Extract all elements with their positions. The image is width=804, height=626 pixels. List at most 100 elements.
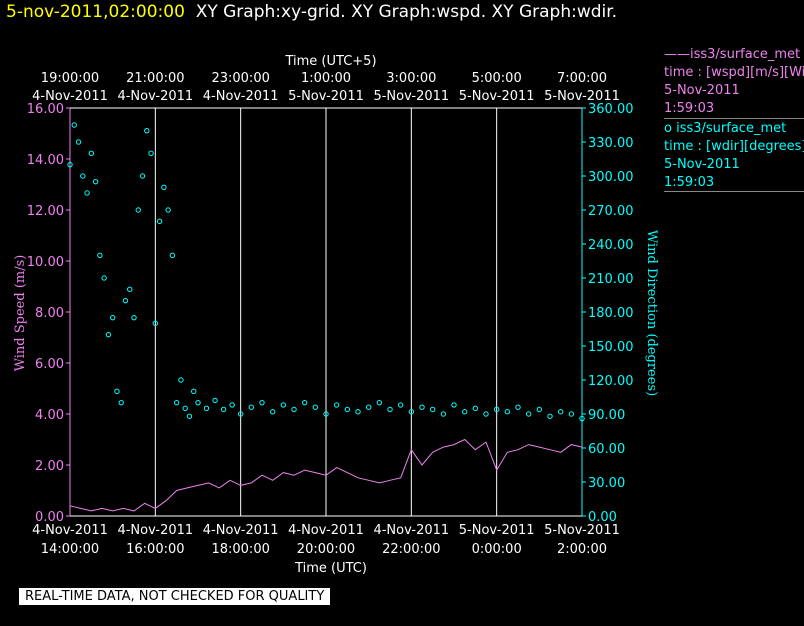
wind-direction-point (80, 173, 86, 179)
top-tick-label-time: 5:00:00 (472, 71, 522, 86)
legend-wspd-time: 1:59:03 (664, 101, 715, 116)
wind-direction-point (178, 377, 184, 383)
wind-direction-point (419, 404, 425, 410)
wind-direction-point (165, 207, 171, 213)
legend-wind-direction: o iss3/surface_met time : [wdir][degrees… (664, 120, 804, 192)
wind-direction-point (387, 406, 393, 413)
x-axis-label-bottom: Time (UTC) (294, 561, 367, 576)
wind-direction-point (148, 150, 154, 157)
legend-wspd-variable: time : [wspd][m/s][Wind (664, 65, 804, 80)
wind-direction-point (397, 402, 404, 408)
right-tick-label: 0.00 (588, 510, 617, 525)
top-tick-label-time: 1:00:00 (301, 71, 351, 86)
wind-direction-point (323, 411, 329, 417)
wind-direction-point (97, 252, 103, 259)
title-graph-names: XY Graph:xy-grid. XY Graph:wspd. XY Grap… (195, 2, 618, 22)
x-axis-label-top: Time (UTC+5) (284, 54, 376, 69)
wind-direction-point (169, 252, 176, 259)
legend-divider (664, 191, 804, 192)
right-tick-label: 180.00 (588, 306, 634, 321)
right-tick-label: 330.00 (588, 136, 634, 151)
x-tick-label-date: 4-Nov-2011 (117, 523, 193, 538)
wind-direction-point (182, 405, 188, 412)
right-tick-label: 240.00 (588, 238, 634, 253)
x-tick-label-time: 2:00:00 (557, 542, 607, 557)
wind-direction-point (536, 406, 543, 413)
wind-direction-point (269, 409, 276, 415)
right-tick-label: 360.00 (588, 102, 634, 117)
wind-direction-point (312, 404, 319, 410)
wind-speed-line (69, 438, 583, 512)
wind-direction-point (152, 320, 159, 327)
x-tick-label-time: 22:00:00 (382, 542, 440, 557)
wind-direction-point (483, 411, 489, 417)
right-tick-label: 300.00 (588, 170, 634, 185)
wind-direction-point (212, 397, 218, 404)
top-tick-label-date: 5-Nov-2011 (459, 89, 535, 104)
top-tick-label-date: 4-Nov-2011 (203, 89, 279, 104)
legend-wspd-source: ——iss3/surface_met (664, 47, 801, 62)
left-tick-label: 4.00 (35, 408, 64, 423)
wind-direction-point (376, 399, 383, 406)
wind-direction-point (161, 184, 167, 191)
x-tick-label-date: 4-Nov-2011 (203, 523, 279, 538)
wind-direction-point (568, 411, 575, 417)
wind-direction-point (131, 314, 137, 321)
wind-direction-point (515, 404, 521, 410)
x-tick-label-time: 0:00:00 (472, 542, 522, 557)
right-tick-label: 60.00 (588, 442, 625, 457)
legend-wind-speed: ——iss3/surface_met time : [wspd][m/s][Wi… (664, 46, 804, 118)
top-tick-label-time: 19:00:00 (41, 71, 99, 86)
wind-direction-point (440, 411, 447, 417)
top-tick-label-date: 4-Nov-2011 (117, 89, 193, 104)
wind-direction-point (118, 399, 124, 406)
graph-title-bar: 5-nov-2011,02:00:00 XY Graph:xy-grid. XY… (6, 2, 617, 22)
wind-direction-point (127, 286, 133, 293)
wind-direction-point (429, 406, 436, 413)
wind-direction-point (109, 314, 116, 321)
wind-direction-point (105, 331, 112, 338)
x-tick-label-time: 18:00:00 (211, 542, 269, 557)
y-axis-label-left: Wind Speed (m/s) (13, 255, 28, 372)
top-tick-label-date: 5-Nov-2011 (373, 89, 449, 104)
top-tick-label-date: 4-Nov-2011 (32, 89, 108, 104)
wind-direction-point (525, 411, 532, 417)
top-tick-label-date: 5-Nov-2011 (544, 89, 620, 104)
legend-wdir-variable: time : [wdir][degrees][W (664, 139, 804, 154)
wind-direction-point (114, 388, 120, 395)
wind-direction-point (557, 409, 564, 415)
chart-ticks: 4-Nov-2011 14:00:00 4-Nov-2011 16:00:00 4-No… (27, 71, 634, 557)
right-tick-label: 30.00 (588, 476, 625, 491)
top-tick-label-time: 21:00:00 (126, 71, 184, 86)
right-tick-label: 150.00 (588, 340, 634, 355)
wind-direction-point (579, 415, 585, 422)
wind-direction-point (504, 409, 511, 415)
x-tick-label-date: 4-Nov-2011 (32, 523, 108, 538)
wind-direction-point (220, 406, 227, 413)
legend-divider (664, 118, 804, 119)
left-tick-label: 8.00 (35, 306, 64, 321)
wind-direction-point (301, 399, 308, 406)
right-tick-label: 90.00 (588, 408, 625, 423)
legend-wdir-date: 5-Nov-2011 (664, 157, 740, 172)
x-tick-label-date: 4-Nov-2011 (288, 523, 364, 538)
top-tick-label-time: 7:00:00 (557, 71, 607, 86)
legend-wdir-source: o iss3/surface_met (664, 121, 787, 136)
wind-direction-point (461, 409, 468, 415)
wind-direction-point (280, 402, 287, 408)
top-tick-label-time: 23:00:00 (211, 71, 269, 86)
quality-disclaimer: REAL-TIME DATA, NOT CHECKED FOR QUALITY (19, 588, 331, 605)
wind-direction-point (493, 406, 500, 413)
left-tick-label: 10.00 (27, 255, 64, 270)
right-tick-label: 270.00 (588, 204, 634, 219)
wind-direction-point (333, 402, 340, 408)
wind-direction-point (195, 399, 201, 406)
x-tick-label-time: 16:00:00 (126, 542, 184, 557)
x-tick-label-date: 5-Nov-2011 (544, 523, 620, 538)
left-tick-label: 2.00 (35, 459, 64, 474)
wind-direction-point (88, 150, 95, 157)
wind-direction-point (472, 405, 479, 412)
left-tick-label: 6.00 (35, 357, 64, 372)
wind-direction-point (355, 409, 361, 415)
